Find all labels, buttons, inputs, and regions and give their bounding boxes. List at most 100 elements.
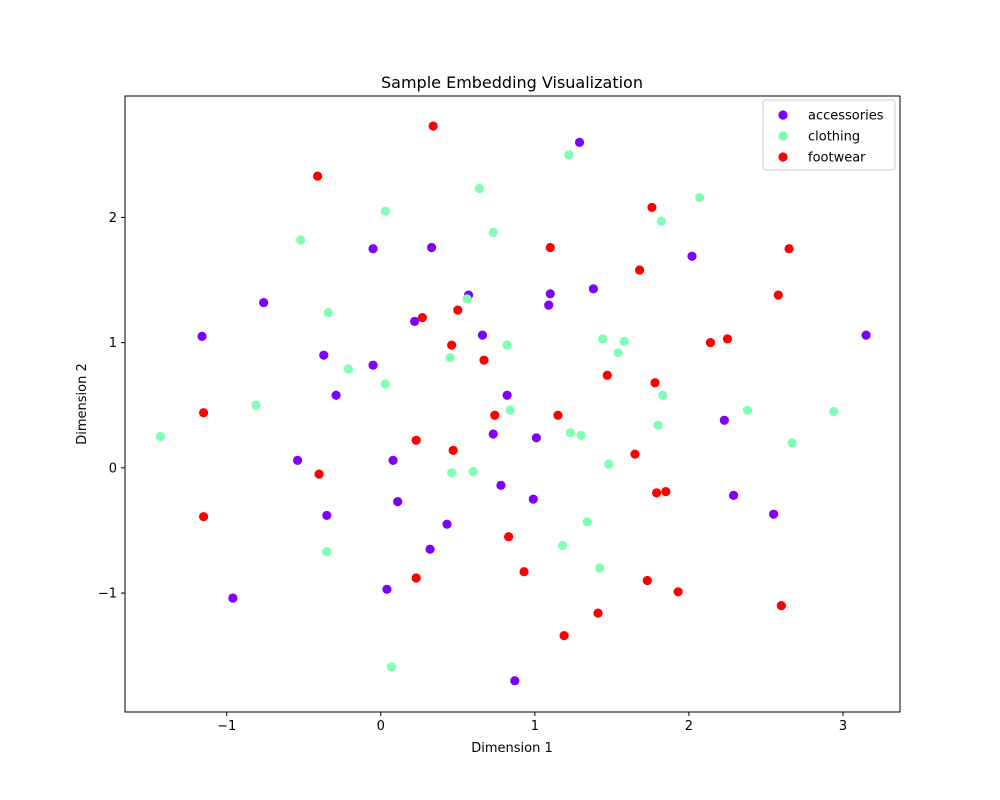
data-point-footwear [722, 334, 733, 344]
y-axis-ticks: −1 0 1 2 [98, 211, 125, 602]
data-point-accessories [442, 519, 452, 529]
legend-box [762, 99, 896, 171]
data-point-clothing [155, 431, 166, 442]
data-point-footwear [411, 435, 421, 445]
data-point-clothing [565, 428, 575, 438]
data-point-accessories [510, 676, 520, 686]
data-point-clothing [502, 340, 512, 350]
data-point-clothing [582, 517, 592, 527]
data-point-accessories [496, 480, 506, 490]
y-tick-label: −1 [98, 587, 117, 602]
x-tick-label: 3 [839, 719, 847, 734]
data-point-clothing [323, 308, 333, 318]
data-point-accessories [427, 242, 437, 253]
plot-area [124, 95, 901, 713]
data-point-footwear [673, 587, 683, 597]
data-point-clothing [742, 405, 753, 415]
x-axis-label: Dimension 1 [471, 741, 553, 756]
data-point-footwear [773, 290, 783, 300]
data-point-footwear [553, 410, 563, 420]
data-point-clothing [380, 379, 390, 389]
data-point-accessories [331, 390, 341, 400]
data-point-accessories [719, 415, 729, 425]
legend-label-footwear: footwear [808, 151, 866, 166]
data-point-clothing [322, 547, 332, 557]
data-point-footwear [417, 313, 427, 323]
data-point-accessories [388, 455, 398, 465]
data-point-footwear [490, 410, 500, 420]
legend-label-clothing: clothing [808, 130, 860, 145]
data-point-accessories [769, 509, 779, 519]
y-tick-label: 1 [109, 336, 117, 351]
data-point-accessories [687, 251, 697, 261]
data-point-footwear [447, 340, 457, 350]
data-point-footwear [519, 567, 529, 577]
legend-label-accessories: accessories [808, 109, 884, 124]
data-point-clothing [594, 563, 605, 573]
x-tick-label: −1 [217, 719, 236, 734]
y-axis-label: Dimension 2 [75, 363, 90, 445]
data-point-clothing [251, 400, 261, 410]
data-point-footwear [312, 171, 323, 181]
data-point-accessories [574, 137, 585, 147]
data-point-clothing [576, 430, 586, 440]
data-point-footwear [428, 121, 438, 131]
data-point-clothing [447, 468, 457, 478]
data-point-footwear [602, 370, 612, 380]
data-point-accessories [292, 455, 303, 465]
x-tick-label: 2 [685, 719, 693, 734]
data-point-footwear [448, 445, 458, 455]
data-point-accessories [544, 300, 554, 310]
legend-marker-clothing [778, 131, 788, 141]
data-point-accessories [197, 331, 207, 341]
data-point-accessories [259, 297, 269, 308]
data-point-clothing [564, 150, 574, 160]
data-point-footwear [776, 600, 786, 611]
data-point-footwear [661, 487, 671, 497]
data-point-accessories [545, 289, 555, 299]
data-point-accessories [502, 390, 512, 400]
data-point-accessories [410, 316, 420, 326]
data-point-footwear [545, 242, 555, 253]
data-point-accessories [228, 593, 238, 603]
data-point-clothing [613, 348, 623, 358]
data-point-accessories [728, 490, 739, 500]
data-point-clothing [380, 206, 390, 216]
data-point-clothing [658, 390, 668, 400]
data-point-footwear [630, 449, 640, 459]
scatter-points [155, 121, 871, 686]
data-point-footwear [635, 265, 645, 275]
data-point-clothing [787, 438, 797, 448]
data-point-footwear [642, 575, 652, 586]
data-point-clothing [474, 184, 484, 194]
data-point-footwear [647, 202, 657, 213]
data-point-accessories [477, 330, 488, 340]
data-point-footwear [198, 512, 209, 522]
data-point-accessories [382, 584, 392, 594]
data-point-footwear [593, 608, 603, 618]
legend: accessories clothing footwear [762, 99, 896, 171]
data-point-footwear [559, 631, 569, 641]
data-point-clothing [468, 467, 478, 477]
data-point-clothing [656, 216, 666, 226]
data-point-footwear [314, 469, 324, 479]
data-point-accessories [319, 350, 329, 360]
data-point-footwear [784, 244, 794, 254]
y-tick-label: 0 [109, 461, 117, 476]
data-point-clothing [386, 662, 397, 672]
data-point-footwear [705, 338, 716, 348]
data-point-accessories [861, 330, 871, 340]
data-point-clothing [343, 364, 354, 374]
data-point-clothing [829, 406, 839, 417]
data-point-accessories [531, 433, 541, 443]
data-point-clothing [296, 235, 306, 245]
y-tick-label: 2 [109, 211, 117, 226]
data-point-clothing [653, 420, 663, 430]
data-point-clothing [462, 294, 472, 304]
data-point-footwear [479, 355, 489, 365]
data-point-accessories [488, 429, 498, 439]
data-point-clothing [619, 336, 629, 346]
data-point-clothing [598, 334, 608, 344]
data-point-accessories [588, 284, 598, 294]
data-point-accessories [368, 360, 378, 370]
